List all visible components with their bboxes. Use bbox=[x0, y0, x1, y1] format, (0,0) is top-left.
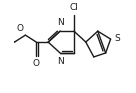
Text: Cl: Cl bbox=[69, 3, 78, 12]
Text: N: N bbox=[57, 57, 64, 66]
Text: O: O bbox=[33, 59, 40, 68]
Text: N: N bbox=[57, 18, 64, 27]
Text: S: S bbox=[115, 34, 120, 43]
Text: O: O bbox=[16, 24, 23, 33]
